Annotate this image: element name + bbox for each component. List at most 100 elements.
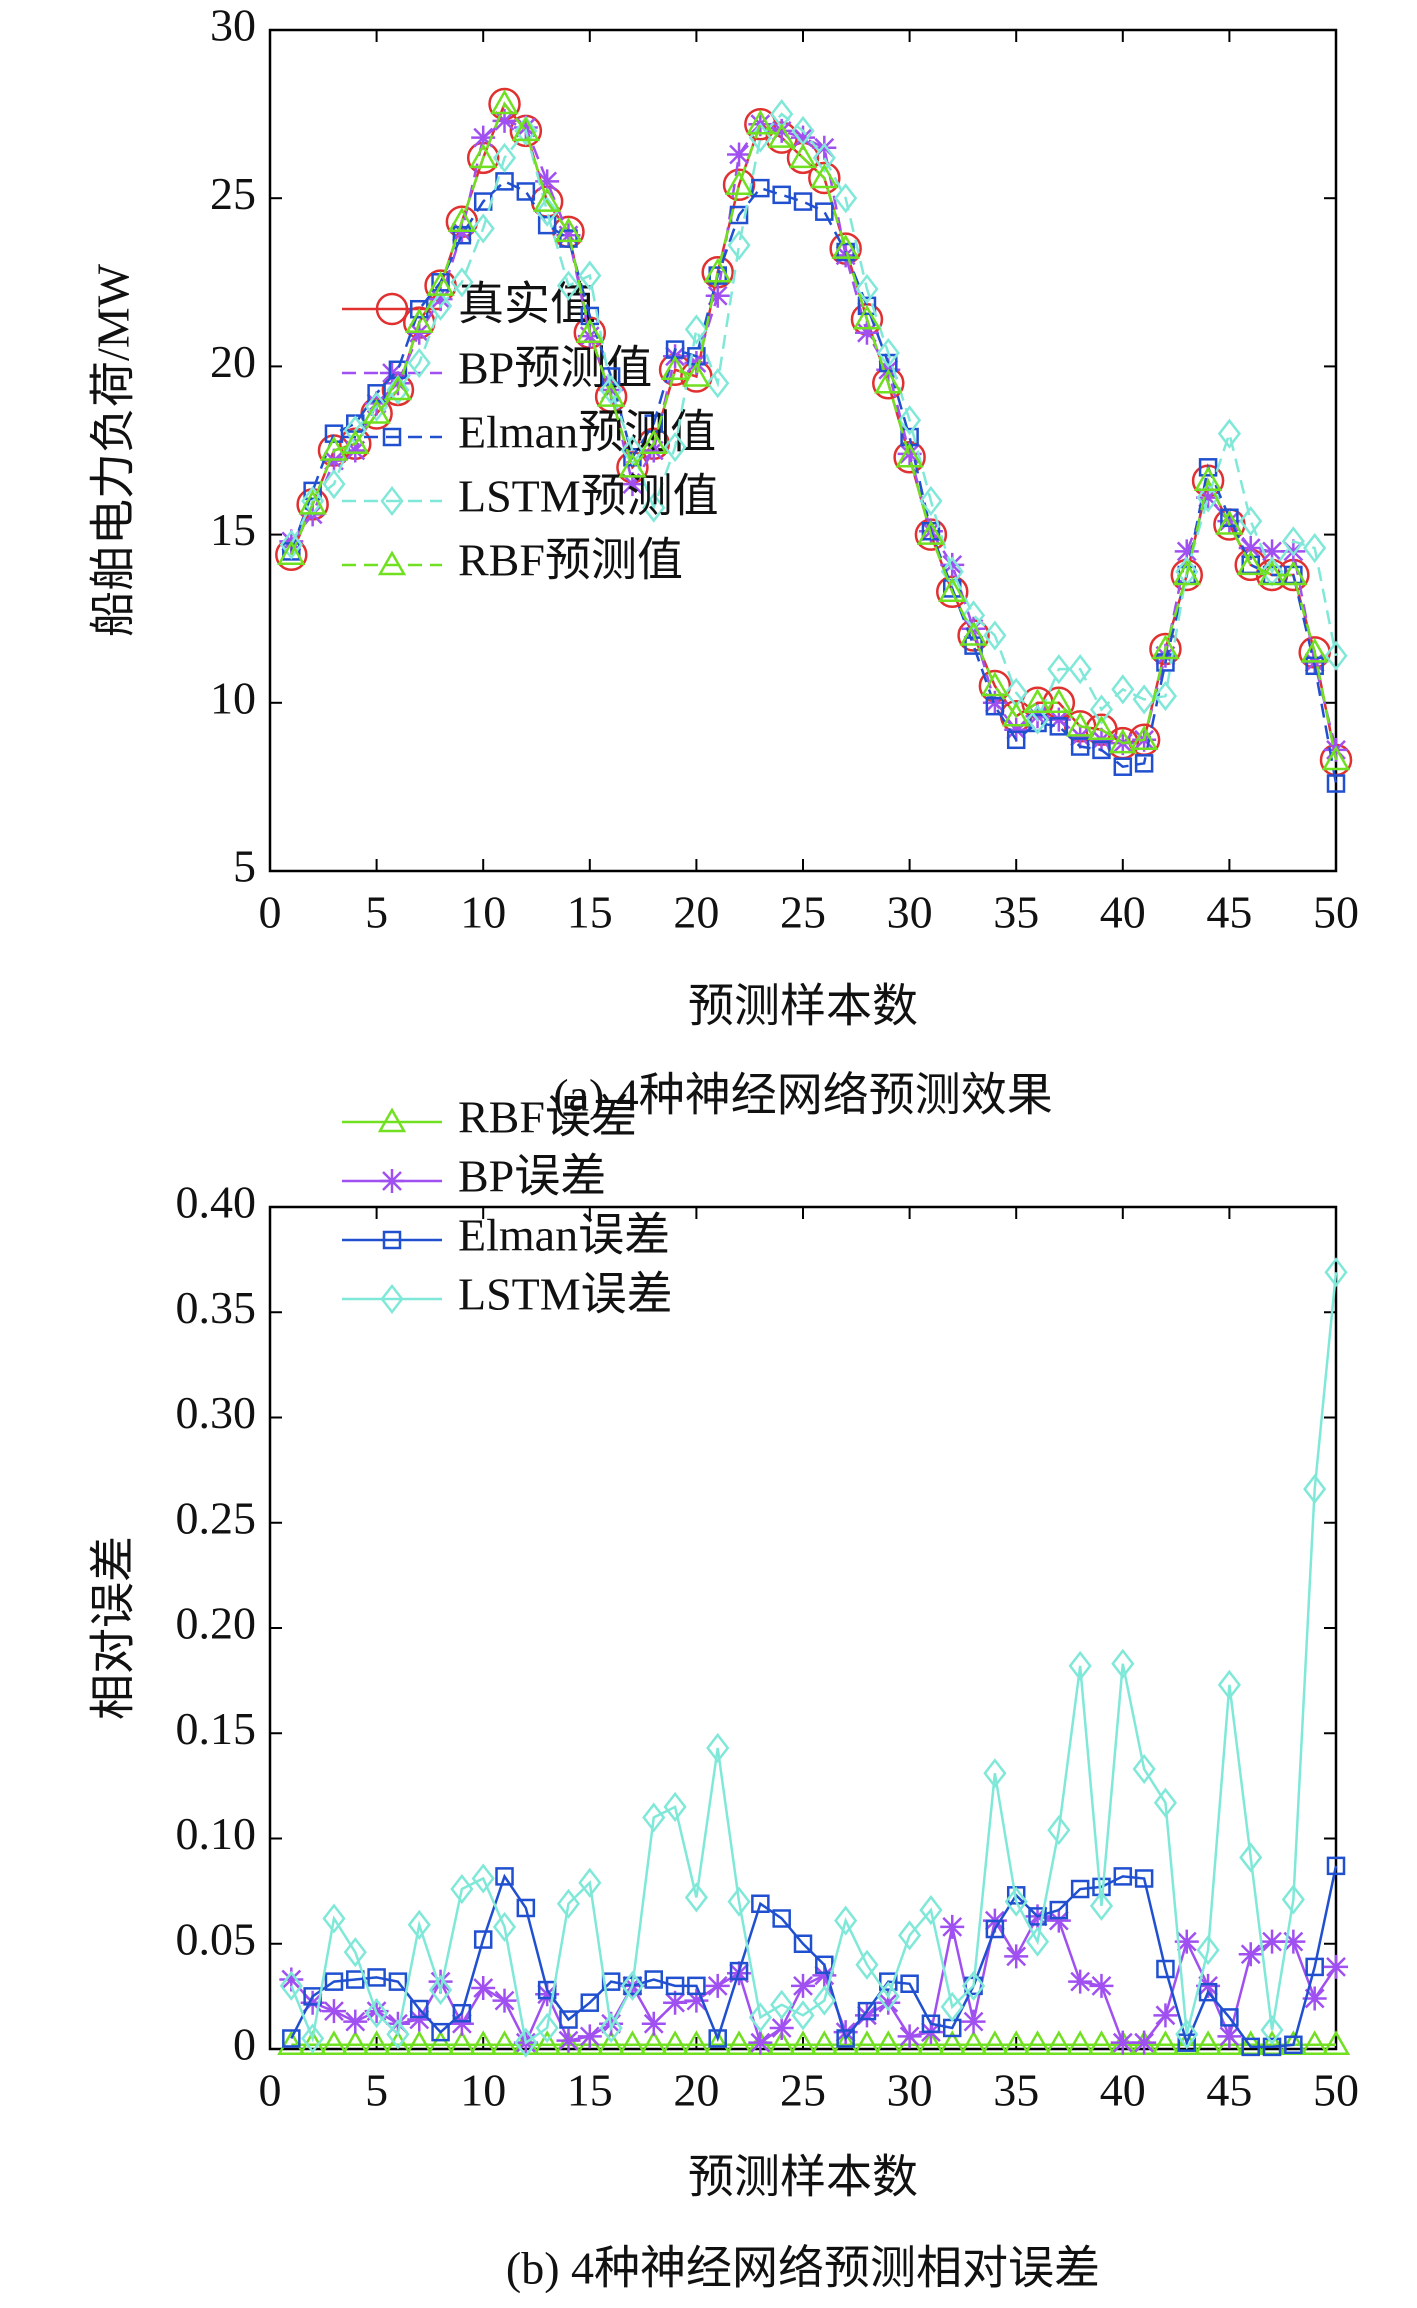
marker <box>921 2014 941 2033</box>
marker <box>919 1895 943 1926</box>
marker <box>751 178 770 198</box>
marker <box>385 2011 410 2036</box>
marker <box>746 109 775 135</box>
series-line <box>290 101 1338 761</box>
marker <box>793 1934 813 1953</box>
y-tick-label: 10 <box>210 672 256 723</box>
marker <box>618 452 647 478</box>
marker <box>1047 654 1071 685</box>
marker <box>836 2029 855 2048</box>
marker <box>362 398 391 424</box>
marker <box>1153 1787 1178 1818</box>
marker <box>279 1967 304 1992</box>
marker <box>1174 539 1199 564</box>
marker <box>1241 2037 1260 2057</box>
marker <box>1023 2030 1052 2056</box>
marker <box>537 1980 557 2000</box>
marker <box>407 2007 432 2032</box>
marker <box>793 192 813 211</box>
y-tick-label: 20 <box>210 336 256 387</box>
marker <box>1089 1973 1114 1998</box>
marker <box>1044 688 1073 714</box>
marker <box>492 1911 517 1942</box>
marker <box>471 1863 495 1894</box>
marker <box>639 429 668 455</box>
marker <box>1196 485 1221 510</box>
y-tick-label: 0.15 <box>176 1703 257 1754</box>
marker <box>644 1970 664 1989</box>
x-tick-label: 45 <box>1206 2065 1252 2116</box>
marker <box>767 2030 796 2056</box>
marker <box>1092 740 1111 760</box>
marker <box>533 187 562 212</box>
marker <box>660 355 690 381</box>
marker <box>405 308 434 333</box>
marker <box>471 125 496 150</box>
marker <box>852 2030 882 2056</box>
marker <box>428 1975 453 2006</box>
marker <box>575 318 604 344</box>
marker <box>876 337 900 368</box>
marker <box>898 1920 922 1951</box>
marker <box>1260 539 1285 564</box>
marker <box>852 304 882 330</box>
marker <box>535 1982 560 2007</box>
marker <box>1004 1886 1028 1917</box>
marker <box>1172 560 1201 586</box>
marker <box>1281 526 1305 557</box>
marker <box>321 1999 346 2024</box>
marker <box>1153 643 1178 668</box>
marker <box>301 2023 325 2054</box>
marker <box>791 1973 815 1998</box>
marker <box>1321 2030 1351 2056</box>
marker <box>682 361 711 387</box>
marker <box>665 1976 685 1996</box>
y-tick-label: 0.35 <box>176 1282 257 1333</box>
marker <box>1279 560 1308 586</box>
marker <box>855 273 879 305</box>
marker <box>769 2015 794 2040</box>
marker <box>1132 684 1156 715</box>
marker <box>831 2030 860 2056</box>
marker <box>365 1998 389 2029</box>
marker <box>537 215 557 235</box>
marker <box>641 2011 666 2036</box>
x-tick-label: 5 <box>365 887 388 938</box>
marker <box>1326 774 1346 793</box>
marker <box>428 1969 453 1994</box>
marker <box>1004 717 1029 742</box>
marker <box>279 529 303 560</box>
y-tick-label: 25 <box>210 168 256 219</box>
marker <box>772 185 791 205</box>
marker <box>492 108 517 133</box>
marker <box>1049 717 1069 736</box>
marker <box>599 377 624 402</box>
x-tick-label: 30 <box>887 887 933 938</box>
marker <box>1196 1973 1221 1998</box>
marker <box>577 2024 602 2049</box>
marker <box>1175 2019 1199 2050</box>
marker <box>380 1169 404 1193</box>
marker <box>1303 1474 1327 1505</box>
marker <box>1260 2015 1284 2046</box>
marker <box>940 556 964 587</box>
marker <box>703 2030 732 2056</box>
marker <box>1303 533 1327 564</box>
marker <box>1006 730 1026 750</box>
marker <box>620 472 645 497</box>
marker <box>447 2030 477 2056</box>
marker <box>1220 508 1239 528</box>
marker <box>533 2030 562 2056</box>
marker <box>1281 539 1306 564</box>
marker <box>490 89 519 115</box>
marker <box>1300 2030 1329 2056</box>
x-tick-label: 35 <box>993 887 1039 938</box>
marker <box>919 485 943 517</box>
legend-label: LSTM误差 <box>458 1269 673 1320</box>
marker <box>874 2030 903 2056</box>
marker <box>428 290 453 321</box>
marker <box>324 424 344 443</box>
marker <box>660 2030 690 2056</box>
marker <box>940 1991 964 2022</box>
